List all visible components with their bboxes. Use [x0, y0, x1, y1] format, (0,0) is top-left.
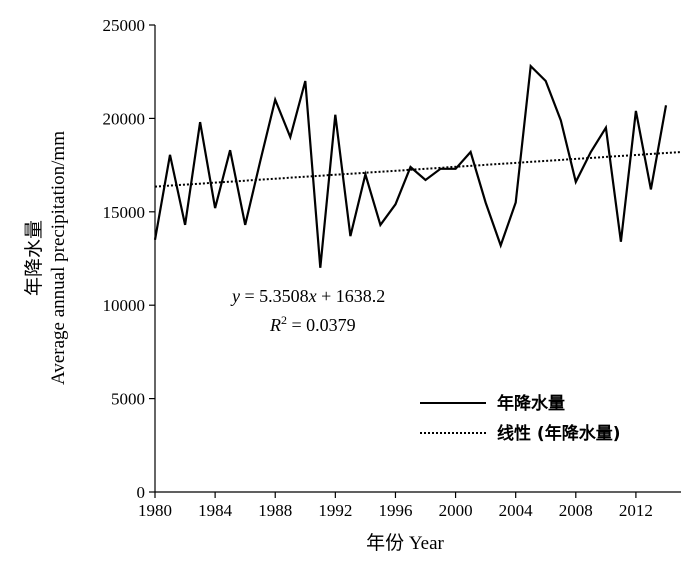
r2-sup: 2: [281, 313, 287, 327]
y-tick-label: 5000: [111, 390, 145, 409]
trend-equation: y = 5.3508x + 1638.2: [230, 286, 385, 306]
y-tick-label: 10000: [103, 296, 146, 315]
equation-coef: = 5.3508: [240, 286, 309, 306]
y-ticks: 0 5000 10000 15000 20000 25000: [103, 16, 155, 502]
legend: 年降水量 线性 (年降水量): [420, 393, 620, 444]
x-tick-label: 2012: [619, 501, 653, 520]
y-tick-label: 25000: [103, 16, 146, 35]
y-tick-label: 0: [137, 483, 146, 502]
r2-r: R: [269, 315, 281, 335]
x-tick-label: 2008: [559, 501, 593, 520]
x-tick-label: 2004: [499, 501, 534, 520]
r-squared: R2 = 0.0379: [269, 313, 356, 335]
x-ticks: 1980 1984 1988 1992 1996 2000 2004 2008 2012: [138, 492, 653, 520]
x-tick-label: 1980: [138, 501, 172, 520]
x-tick-label: 1984: [198, 501, 233, 520]
equation-y: y: [230, 286, 240, 306]
equation-intercept: + 1638.2: [317, 286, 386, 306]
x-tick-label: 1996: [378, 501, 412, 520]
x-tick-label: 1988: [258, 501, 292, 520]
equation-x: x: [308, 286, 317, 306]
y-axis-title-cn: 年降水量: [23, 220, 45, 296]
legend-label-linear-trend: 线性 (年降水量): [497, 423, 620, 444]
y-tick-label: 15000: [103, 203, 146, 222]
series-precipitation-line: [153, 63, 668, 268]
legend-label-precipitation: 年降水量: [497, 393, 565, 414]
x-axis-title: 年份 Year: [366, 532, 444, 554]
r2-value: = 0.0379: [287, 315, 356, 335]
x-tick-label: 1992: [318, 501, 352, 520]
series-layer: [153, 63, 682, 268]
y-axis-title-en: Average annual precipitation/mm: [48, 131, 69, 385]
y-tick-label: 20000: [103, 109, 146, 128]
axes: [154, 25, 681, 493]
x-tick-label: 2000: [439, 501, 473, 520]
